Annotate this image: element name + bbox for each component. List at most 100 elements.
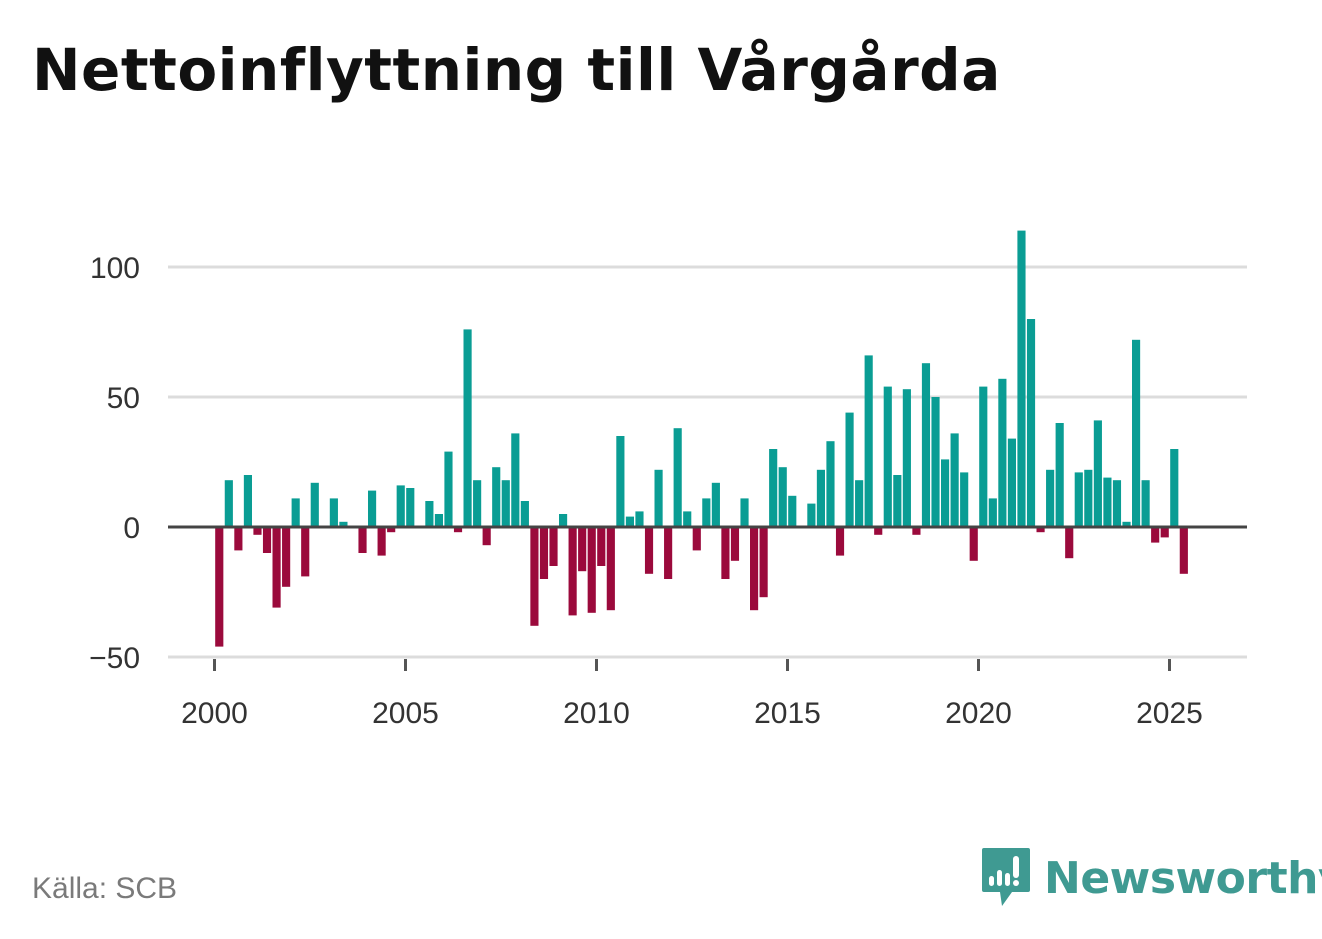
bar	[520, 501, 529, 527]
bar	[902, 389, 911, 527]
bar	[1017, 230, 1026, 527]
bar	[874, 527, 883, 535]
bar	[931, 397, 940, 527]
bar	[473, 480, 482, 527]
bar	[664, 527, 673, 579]
source-label: Källa: SCB	[32, 872, 178, 905]
bar	[444, 451, 453, 527]
bar	[759, 527, 768, 598]
bar	[826, 441, 835, 527]
newsworthy-logo-icon	[982, 848, 1030, 906]
bar	[234, 527, 243, 551]
bar	[960, 472, 969, 527]
bar	[835, 527, 845, 556]
bar	[702, 498, 711, 527]
page-title: Nettoinflyttning till Vårgårda	[32, 36, 1001, 104]
bar	[778, 467, 787, 527]
bar	[539, 527, 549, 579]
bar	[1122, 521, 1131, 527]
bar	[396, 485, 405, 527]
bar	[1036, 527, 1045, 533]
bar	[215, 527, 224, 647]
bar	[788, 495, 797, 527]
bar	[272, 527, 281, 608]
bar	[578, 527, 587, 572]
x-tick-label: 2020	[945, 697, 1012, 730]
bar	[568, 527, 577, 616]
bar	[339, 521, 348, 527]
bar	[950, 433, 959, 527]
bar	[855, 480, 864, 527]
bar	[492, 467, 501, 527]
bar	[769, 449, 778, 527]
bar	[387, 527, 396, 533]
bar	[807, 503, 816, 527]
bar	[673, 428, 682, 527]
bar	[597, 527, 606, 566]
bar	[1151, 527, 1160, 543]
bar	[845, 412, 854, 527]
bar	[893, 475, 902, 527]
bar	[692, 527, 701, 551]
bar	[262, 527, 272, 553]
brand-name: Newsworthy	[1044, 852, 1322, 904]
bar	[740, 498, 749, 527]
bar	[1132, 339, 1141, 527]
brand-logo[interactable]: Newsworthy	[980, 846, 1322, 910]
bar	[224, 480, 233, 527]
bar	[941, 459, 950, 527]
bar	[979, 386, 988, 527]
bar	[683, 511, 692, 527]
bar	[816, 469, 825, 527]
bar	[616, 436, 625, 527]
bar	[606, 527, 615, 611]
bar	[1007, 438, 1016, 527]
x-tick-label: 2005	[372, 697, 439, 730]
bar	[1170, 449, 1179, 527]
bar	[864, 355, 873, 527]
bar	[453, 527, 463, 533]
bar	[711, 482, 720, 527]
bar	[1093, 420, 1102, 527]
bar	[511, 433, 520, 527]
x-tick-label: 2000	[181, 697, 248, 730]
bar	[253, 527, 262, 535]
bar	[654, 469, 663, 527]
grid-lines	[168, 265, 1247, 659]
bar	[1055, 423, 1064, 527]
bar	[1179, 527, 1188, 574]
bar	[730, 527, 740, 561]
bar	[301, 527, 310, 577]
bar	[310, 482, 319, 527]
bar	[1141, 480, 1150, 527]
bar	[1065, 527, 1074, 559]
bar	[921, 363, 931, 527]
bar	[1084, 469, 1093, 527]
y-tick-label: 100	[90, 252, 140, 285]
bar	[1112, 480, 1122, 527]
bar	[912, 527, 921, 535]
bar	[721, 527, 730, 579]
bar	[559, 514, 568, 527]
bar	[998, 378, 1007, 527]
bar	[988, 498, 997, 527]
bar	[1046, 469, 1055, 527]
bar	[406, 488, 415, 527]
bar	[750, 527, 759, 611]
bar	[530, 527, 539, 626]
y-tick-label: −50	[89, 642, 140, 675]
bar	[434, 514, 443, 527]
bar	[883, 386, 892, 527]
x-tick-label: 2015	[754, 697, 821, 730]
bar	[587, 527, 596, 613]
bar	[635, 511, 644, 527]
bar	[1103, 477, 1112, 527]
bar	[291, 498, 300, 527]
bar	[463, 329, 472, 527]
bar	[282, 527, 291, 587]
bar	[243, 475, 252, 527]
bar	[377, 527, 386, 556]
y-tick-label: 0	[123, 512, 140, 545]
y-tick-label: 50	[107, 382, 140, 415]
bar	[425, 501, 434, 527]
